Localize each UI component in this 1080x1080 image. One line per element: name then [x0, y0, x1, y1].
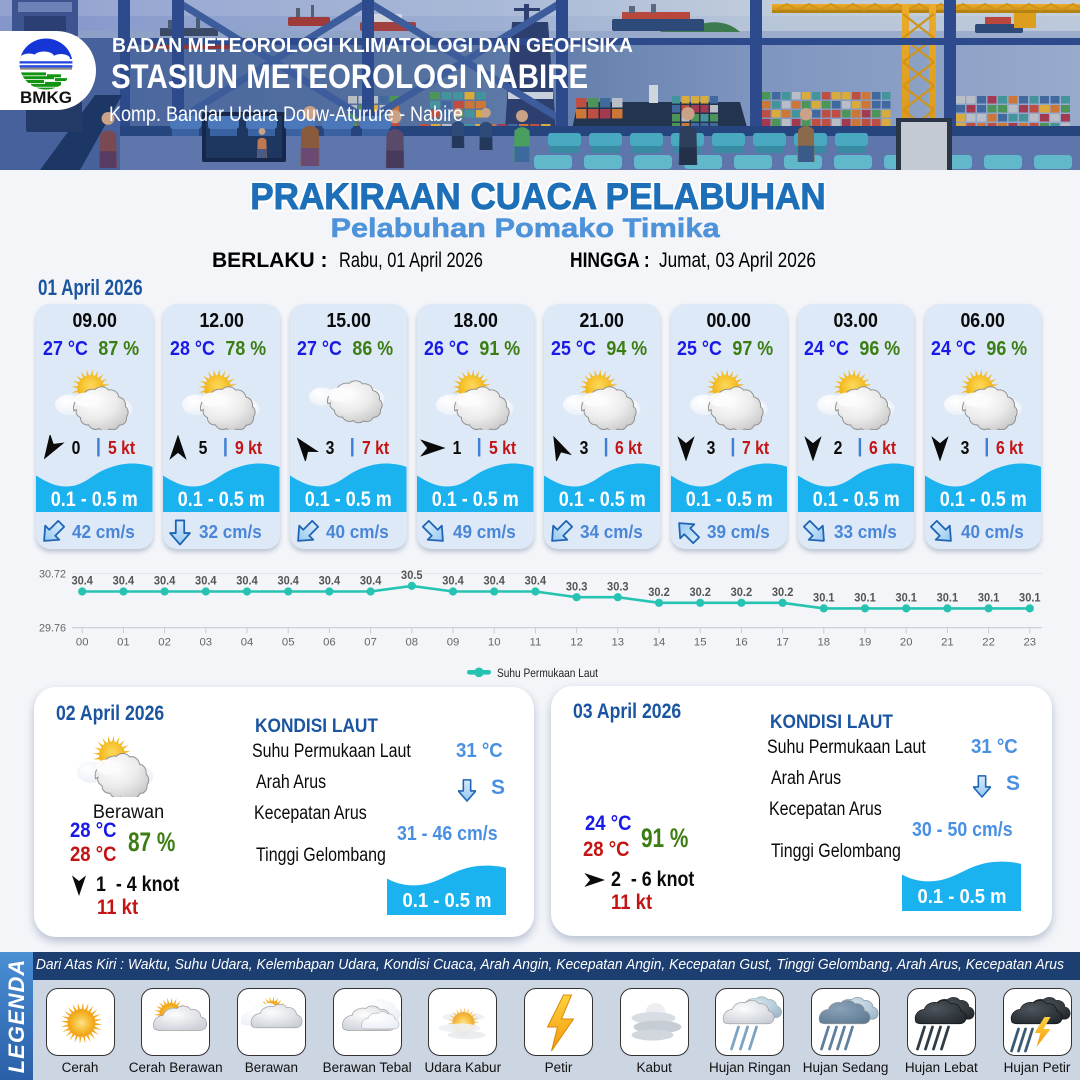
svg-text:16: 16 [735, 637, 748, 649]
svg-text:20: 20 [900, 637, 913, 649]
svg-text:30.1: 30.1 [1019, 591, 1041, 605]
svg-text:30.4: 30.4 [195, 574, 217, 588]
svg-text:30.72: 30.72 [39, 569, 66, 581]
svg-text:0.1 - 0.5 m: 0.1 - 0.5 m [812, 487, 899, 511]
svg-text:30.4: 30.4 [525, 574, 547, 588]
svg-text:12: 12 [570, 637, 583, 649]
svg-text:30.4: 30.4 [442, 574, 464, 588]
svg-text:03: 03 [200, 637, 213, 649]
svg-text:29.76: 29.76 [39, 623, 66, 635]
svg-text:30.1: 30.1 [978, 591, 1000, 605]
svg-text:23: 23 [1024, 637, 1037, 649]
svg-text:30.4: 30.4 [319, 574, 341, 588]
svg-text:17: 17 [776, 637, 789, 649]
svg-text:Suhu Permukaan Laut: Suhu Permukaan Laut [497, 666, 598, 680]
svg-text:30.4: 30.4 [113, 574, 135, 588]
svg-text:0.1 - 0.5 m: 0.1 - 0.5 m [178, 487, 265, 511]
svg-text:09: 09 [447, 637, 460, 649]
svg-text:14: 14 [653, 637, 666, 649]
svg-text:05: 05 [282, 637, 295, 649]
svg-text:19: 19 [859, 637, 872, 649]
svg-text:30.1: 30.1 [895, 591, 917, 605]
svg-text:18: 18 [818, 637, 831, 649]
svg-text:07: 07 [364, 637, 377, 649]
svg-text:30.1: 30.1 [854, 591, 876, 605]
svg-text:01: 01 [117, 637, 130, 649]
svg-text:13: 13 [612, 637, 625, 649]
svg-text:15: 15 [694, 637, 707, 649]
svg-text:0.1 - 0.5 m: 0.1 - 0.5 m [51, 487, 138, 511]
svg-text:30.4: 30.4 [154, 574, 176, 588]
svg-text:30.2: 30.2 [648, 585, 670, 599]
svg-text:02: 02 [158, 637, 171, 649]
svg-text:30.3: 30.3 [607, 579, 629, 593]
svg-text:06: 06 [323, 637, 336, 649]
svg-text:00: 00 [76, 637, 89, 649]
svg-text:0.1 - 0.5 m: 0.1 - 0.5 m [402, 890, 491, 912]
svg-text:30.4: 30.4 [236, 574, 258, 588]
svg-text:30.1: 30.1 [937, 591, 959, 605]
svg-text:22: 22 [982, 637, 995, 649]
svg-text:30.1: 30.1 [813, 591, 835, 605]
svg-text:30.4: 30.4 [360, 574, 382, 588]
svg-text:11: 11 [530, 637, 542, 649]
svg-text:30.2: 30.2 [772, 585, 794, 599]
svg-text:0.1 - 0.5 m: 0.1 - 0.5 m [559, 487, 646, 511]
svg-text:30.4: 30.4 [483, 574, 505, 588]
svg-text:30.2: 30.2 [731, 585, 753, 599]
svg-text:08: 08 [406, 637, 419, 649]
svg-text:30.4: 30.4 [71, 574, 93, 588]
svg-text:21: 21 [941, 637, 954, 649]
svg-text:04: 04 [241, 637, 254, 649]
svg-text:0.1 - 0.5 m: 0.1 - 0.5 m [686, 487, 773, 511]
svg-text:10: 10 [488, 637, 501, 649]
svg-text:30.5: 30.5 [401, 568, 423, 582]
svg-text:30.4: 30.4 [277, 574, 299, 588]
svg-text:0.1 - 0.5 m: 0.1 - 0.5 m [917, 886, 1006, 908]
svg-text:0.1 - 0.5 m: 0.1 - 0.5 m [305, 487, 392, 511]
svg-text:30.3: 30.3 [566, 579, 588, 593]
svg-text:0.1 - 0.5 m: 0.1 - 0.5 m [432, 487, 519, 511]
svg-text:0.1 - 0.5 m: 0.1 - 0.5 m [939, 487, 1026, 511]
svg-text:30.2: 30.2 [689, 585, 711, 599]
